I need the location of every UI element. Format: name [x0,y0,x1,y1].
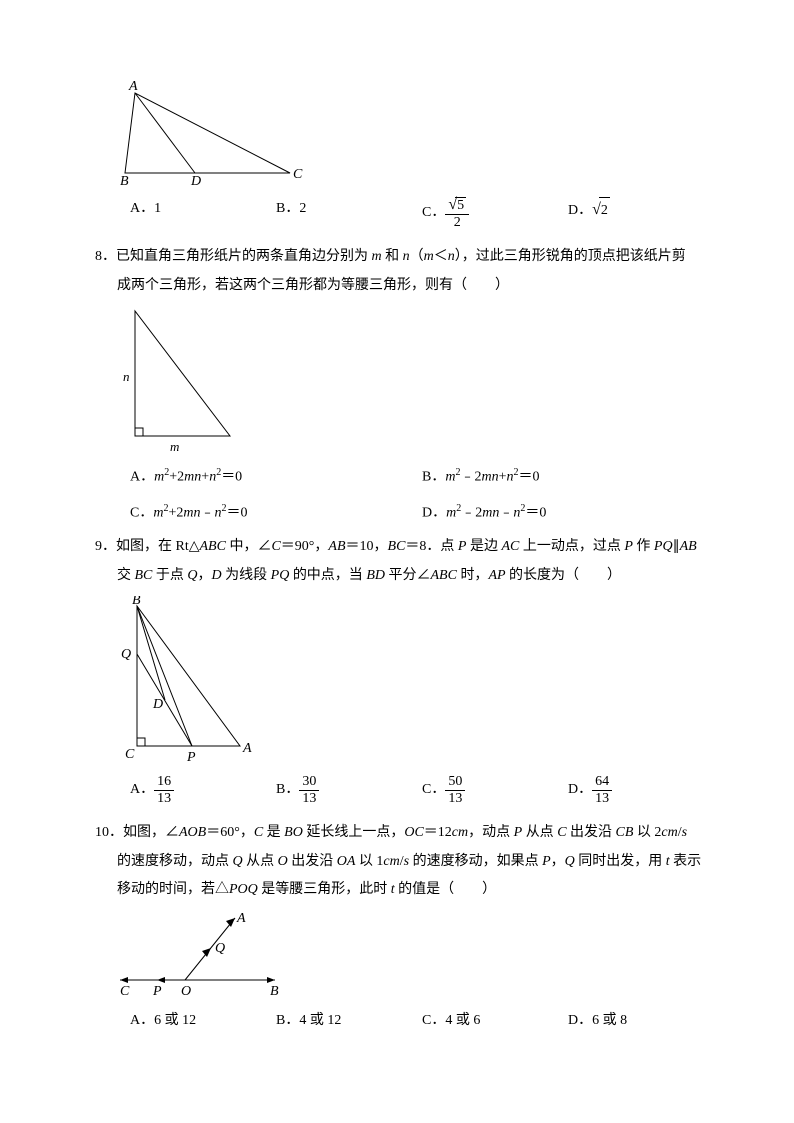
q10-option-D: D．6 或 8 [568,1008,714,1033]
q9-text: 9．如图，在 Rt△ABC 中，∠C＝90°，AB＝10，BC＝8．点 P 是边… [95,534,714,559]
svg-text:C: C [120,984,130,999]
q10-text-cont1: 的速度移动，动点 Q 从点 O 出发沿 OA 以 1cm/s 的速度移动，如果点… [95,849,714,874]
svg-text:P: P [186,750,196,765]
svg-text:B: B [270,984,279,999]
q10-options: A．6 或 12 B．4 或 12 C．4 或 6 D．6 或 8 [130,1008,714,1033]
q9-figure: B Q D C P A [115,596,714,766]
q10-option-B: B．4 或 12 [276,1008,422,1033]
q9-text-cont: 交 BC 于点 Q，D 为线段 PQ 的中点，当 BD 平分∠ABC 时，AP … [95,563,714,588]
svg-text:B: B [132,596,141,608]
q10-text-cont2: 移动的时间，若△POQ 是等腰三角形，此时 t 的值是（ ） [95,877,714,902]
q10-figure: A Q C P O B [115,910,714,1000]
q10-option-A: A．6 或 12 [130,1008,276,1033]
q9-option-D: D．6413 [568,774,714,806]
q7-option-C: C．√52 [422,196,568,230]
q8-option-C: C．m2+2mn﹣n2＝0 [130,500,422,526]
svg-text:Q: Q [121,647,131,662]
q9-option-C: C．5013 [422,774,568,806]
q8-option-B: B．m2﹣2mn+n2＝0 [422,464,714,490]
svg-text:n: n [123,369,130,384]
q7-label-C: C [293,167,303,182]
svg-text:O: O [181,984,191,999]
q8-option-D: D．m2﹣2mn﹣n2＝0 [422,500,714,526]
svg-text:D: D [152,697,163,712]
q10-text: 10．如图，∠AOB＝60°，C 是 BO 延长线上一点，OC＝12cm，动点 … [95,820,714,845]
svg-text:A: A [236,911,246,926]
q10-option-C: C．4 或 6 [422,1008,568,1033]
q8-figure: n m [115,306,714,456]
svg-text:Q: Q [215,941,225,956]
svg-text:A: A [242,741,252,756]
q8-text-cont: 成两个三角形，若这两个三角形都为等腰三角形，则有（ ） [95,273,714,298]
q9-option-A: A．1613 [130,774,276,806]
q9-option-B: B．3013 [276,774,422,806]
q7-label-B: B [120,174,129,188]
svg-text:C: C [125,747,135,762]
q7-option-B: B．2 [276,196,422,230]
q8-option-A: A．m2+2mn+n2＝0 [130,464,422,490]
q8-text: 8．已知直角三角形纸片的两条直角边分别为 m 和 n（m＜n），过此三角形锐角的… [95,244,714,269]
q7-figure: A B D C [115,78,714,188]
q9-options: A．1613 B．3013 C．5013 D．6413 [130,774,714,806]
q7-options: A．1 B．2 C．√52 D．√2 [130,196,714,230]
svg-text:P: P [152,984,162,999]
svg-text:m: m [170,439,179,454]
q7-option-D: D．√2 [568,196,714,230]
q7-label-D: D [190,174,201,188]
q7-label-A: A [128,79,138,94]
q7-option-A: A．1 [130,196,276,230]
q8-options: A．m2+2mn+n2＝0 B．m2﹣2mn+n2＝0 C．m2+2mn﹣n2＝… [130,464,714,526]
